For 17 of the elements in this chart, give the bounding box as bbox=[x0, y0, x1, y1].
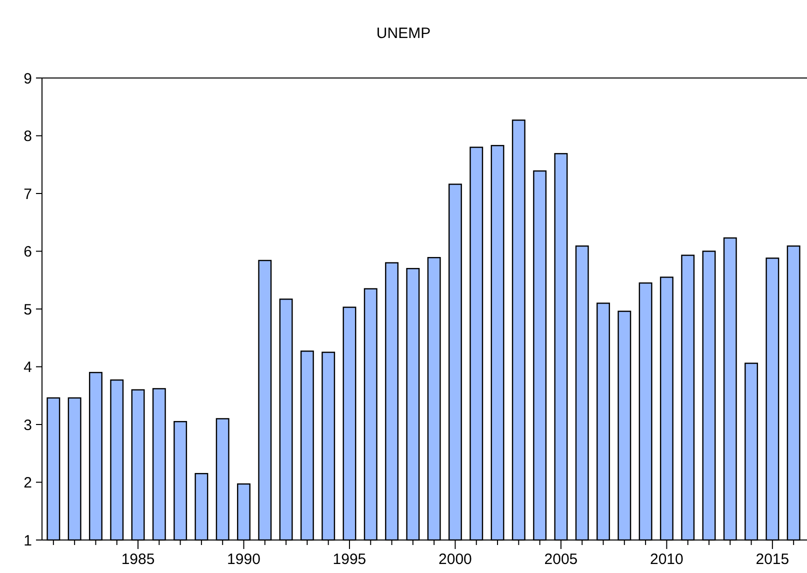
y-tick-label: 8 bbox=[24, 128, 32, 145]
y-tick-label: 2 bbox=[24, 474, 32, 492]
y-tick-label: 6 bbox=[24, 244, 32, 260]
x-tick-label: 1990 bbox=[227, 551, 260, 568]
y-tick-label: 5 bbox=[24, 301, 32, 318]
y-tick-label: 7 bbox=[24, 186, 32, 203]
y-tick-label: 3 bbox=[24, 416, 32, 434]
x-tick-label: 2015 bbox=[756, 551, 790, 568]
x-tick-label: 1985 bbox=[121, 551, 155, 568]
y-tick-label: 4 bbox=[24, 359, 32, 376]
y-tick-label: 9 bbox=[24, 70, 32, 88]
x-tick-label: 2005 bbox=[544, 551, 578, 568]
x-tick-label: 2010 bbox=[650, 551, 684, 568]
x-tick-label: 1995 bbox=[332, 551, 366, 568]
chart-title: UNEMP bbox=[376, 25, 431, 42]
y-tick-label: 1 bbox=[24, 532, 32, 550]
x-tick-label: 2000 bbox=[438, 551, 472, 568]
